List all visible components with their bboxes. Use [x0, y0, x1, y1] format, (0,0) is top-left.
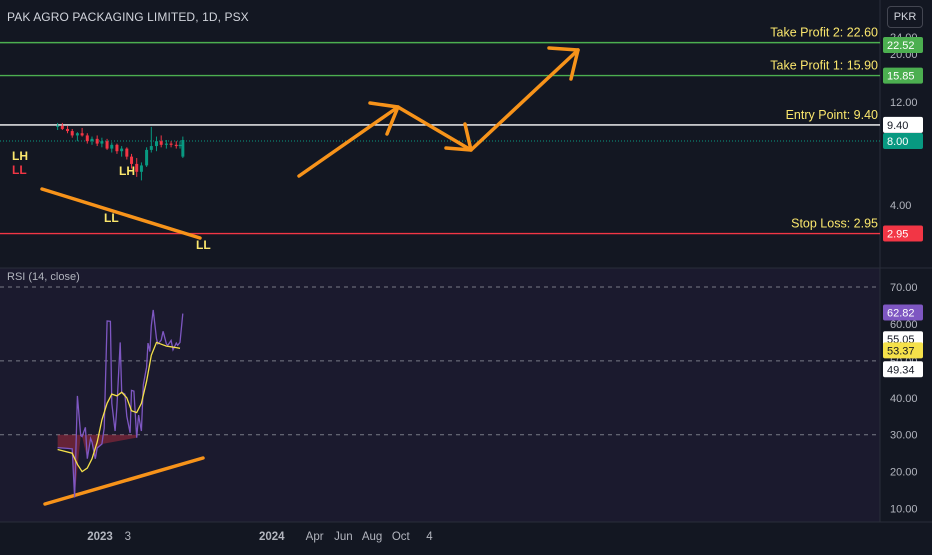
level-tag-stop_loss: 2.95: [887, 229, 908, 241]
swing-label-lh: LH: [12, 149, 28, 163]
candle-body: [120, 148, 124, 152]
candle-body: [56, 125, 60, 127]
swing-label-ll: LL: [12, 163, 27, 177]
time-axis-tick: Oct: [392, 531, 411, 543]
level-label-take_profit_2: Take Profit 2: 22.60: [770, 26, 878, 40]
candle-body: [100, 141, 104, 144]
last-price-tag: 8.00: [887, 136, 908, 148]
candle-body: [105, 141, 109, 149]
time-axis-tick: 4: [426, 531, 433, 543]
candle-body: [110, 144, 114, 149]
level-label-entry: Entry Point: 9.40: [786, 108, 878, 122]
level-tag-take_profit_2: 22.52: [887, 40, 915, 52]
candle-body: [159, 141, 163, 145]
time-axis-tick: Jun: [334, 531, 353, 543]
level-label-stop_loss: Stop Loss: 2.95: [791, 217, 878, 231]
rsi-axis-tick: 20.00: [890, 467, 918, 479]
currency-button[interactable]: PKR: [887, 6, 923, 28]
candle-body: [66, 128, 70, 132]
rsi-series-rsi: [57, 309, 184, 498]
candle-body: [139, 165, 143, 172]
candle-body: [75, 133, 79, 136]
swing-label-lh: LH: [119, 164, 135, 178]
candle-body: [164, 143, 168, 145]
candle-body: [85, 135, 89, 142]
price-axis-tick: 12.00: [890, 97, 918, 109]
candle-body: [70, 131, 74, 136]
downtrend-line: [40, 187, 202, 240]
rsi-pane-bg: [0, 268, 880, 522]
price-axis-tick: 4.00: [890, 200, 911, 212]
candle-body: [181, 140, 185, 157]
rsi-axis-tick: 40.00: [890, 393, 918, 405]
rsi-oversold-fill: [57, 434, 137, 498]
rsi-axis-tick: 10.00: [890, 504, 918, 516]
candle-body: [130, 156, 134, 164]
candle-body: [95, 138, 99, 144]
candle-body: [125, 148, 129, 157]
candle-body: [154, 141, 158, 147]
candle-body: [80, 133, 84, 136]
rsi-axis-tick: 60.00: [890, 319, 918, 331]
level-label-take_profit_1: Take Profit 1: 15.90: [770, 59, 878, 73]
time-axis-tick: Apr: [306, 531, 324, 543]
rsi-title: RSI (14, close): [7, 271, 80, 283]
time-axis-tick: Aug: [362, 531, 382, 543]
symbol-title: PAK AGRO PACKAGING LIMITED, 1D, PSX: [7, 10, 249, 24]
time-axis-tick: 2023: [87, 531, 113, 543]
candle-body: [60, 125, 64, 129]
time-axis-tick: 2024: [259, 531, 285, 543]
time-axis-tick: 3: [125, 531, 131, 543]
swing-label-ll: LL: [104, 211, 119, 225]
projection-path: [297, 48, 580, 178]
rsi-value-tag: 62.82: [887, 308, 915, 320]
rsi-value-tag: 53.37: [887, 345, 915, 357]
last-price-tag-bg: [883, 133, 923, 150]
rsi-value-tag: 49.34: [887, 364, 915, 376]
rsi-axis-tick: 30.00: [890, 430, 918, 442]
rsi-axis-tick: 70.00: [890, 282, 918, 294]
rsi-value-tag-bg: [883, 361, 923, 378]
level-tag-entry: 9.40: [887, 120, 908, 132]
rsi-uptrend-line: [43, 456, 205, 506]
candle-body: [149, 146, 153, 150]
arrowhead-1: [368, 101, 400, 136]
rsi-value-tag-bg: [883, 342, 923, 359]
candle-body: [90, 138, 94, 142]
level-tag-take_profit_1-bg: [883, 67, 923, 84]
candle-body: [169, 143, 173, 145]
rsi-series-rsi_ma: [57, 341, 181, 473]
level-tag-take_profit_2-bg: [883, 36, 923, 53]
arrowhead-3: [547, 46, 580, 81]
level-tag-take_profit_1: 15.85: [887, 71, 915, 83]
candle-body: [174, 144, 178, 147]
candle-body: [115, 144, 119, 152]
level-tag-entry-bg: [883, 116, 923, 133]
swing-label-ll: LL: [196, 238, 211, 252]
rsi-value-tag-bg: [883, 304, 923, 321]
level-tag-stop_loss-bg: [883, 225, 923, 242]
candle-body: [178, 144, 182, 147]
candle-body: [135, 163, 139, 172]
arrowhead-2: [444, 122, 473, 152]
candle-body: [145, 149, 149, 166]
